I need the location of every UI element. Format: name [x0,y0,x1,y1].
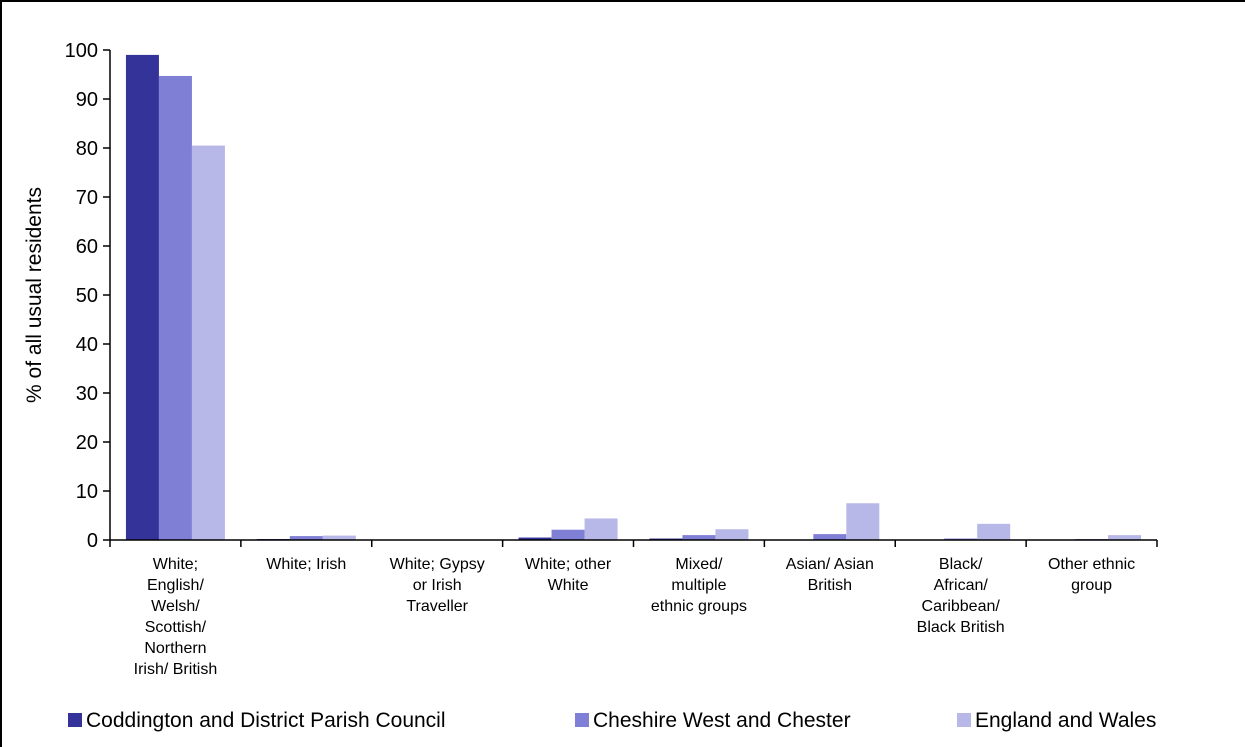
bar-2-5 [846,503,880,540]
x-category-label: White; English/Welsh/Scottish/Northern Iri… [134,556,218,678]
bar-2-6 [977,523,1011,540]
bar-2-7 [1108,535,1142,540]
legend-swatch-1 [575,713,589,727]
x-category-label: Black/African/Caribbean/Black British [917,556,1005,636]
y-tick-label: 80 [76,138,98,160]
bars-group [125,54,1142,541]
axes-group [109,50,1158,547]
legend-swatch-0 [68,713,82,727]
bar-1-3 [551,529,585,540]
y-axis-title: % of all usual residents [23,187,46,403]
y-tick-label: 30 [76,383,98,405]
x-category-label: White; other White [525,556,612,594]
legend: Coddington and District Parish Council Ch… [68,709,1156,732]
bar-1-5 [813,534,847,540]
y-ticks-group: 0 10 20 30 40 50 60 70 80 90 100 [65,40,110,552]
y-tick-label: 70 [76,187,98,209]
x-category-label: White; Irish [266,556,346,573]
bar-1-1 [289,536,323,540]
y-tick-label: 20 [76,432,98,454]
bar-1-4 [682,535,716,540]
bar-2-0 [191,145,225,541]
y-tick-label: 50 [76,285,98,307]
legend-label-0: Coddington and District Parish Council [86,709,446,732]
y-tick-label: 60 [76,236,98,258]
bar-0-0 [125,54,159,541]
bar-2-4 [715,529,749,540]
y-tick-label: 100 [65,40,98,62]
x-category-label: Other ethnic group [1048,556,1135,594]
x-category-label: Mixed/multiple ethnic groups [651,556,747,615]
legend-label-1: Cheshire West and Chester [593,709,851,732]
bar-2-1 [322,535,356,540]
x-category-label: Asian/ Asian British [786,556,874,594]
y-tick-label: 90 [76,89,98,111]
x-labels-group: White; English/Welsh/Scottish/Northern Iri… [134,556,1135,678]
bar-1-0 [158,75,192,540]
bar-2-3 [584,518,618,540]
bar-0-3 [518,537,552,540]
legend-swatch-2 [957,713,971,727]
x-category-label: White; Gypsy or Irish Traveller [390,556,485,615]
y-tick-label: 0 [87,530,98,552]
y-tick-label: 40 [76,334,98,356]
y-tick-label: 10 [76,481,98,503]
legend-label-2: England and Wales [975,709,1156,732]
